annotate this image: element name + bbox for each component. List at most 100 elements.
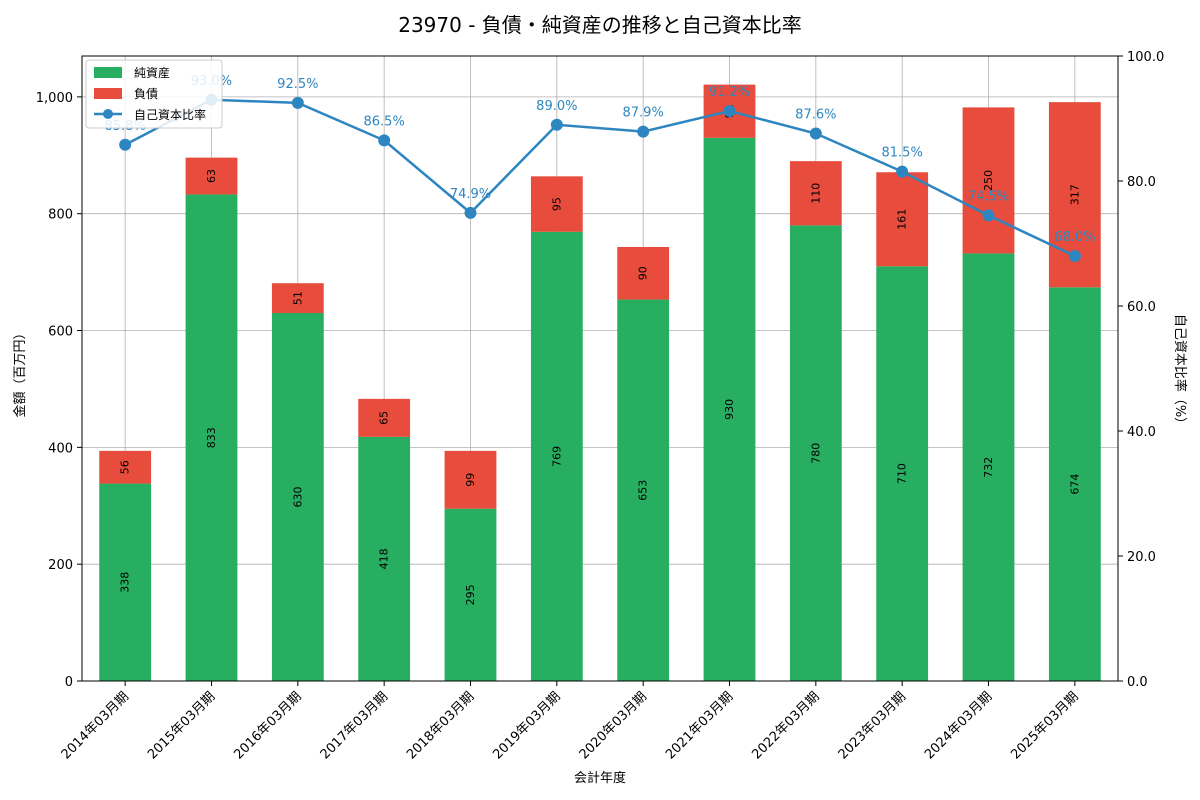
bar-label-liabilities: 110: [809, 183, 822, 204]
ratio-point: [723, 105, 736, 117]
bar-liabilities: [876, 172, 929, 267]
y2-axis-label: 自己資本比率（%）: [1172, 314, 1188, 430]
y-tick-label: 1,000: [36, 91, 73, 106]
ratio-label: 87.9%: [623, 106, 664, 121]
y2-tick-label: 0.0: [1127, 675, 1148, 690]
bar-label-liabilities: 56: [119, 460, 132, 474]
x-tick-label: 2014年03月期: [59, 689, 132, 762]
bar-label-liabilities: 317: [1068, 184, 1081, 205]
bar-label-net-assets: 418: [378, 548, 391, 569]
bar-label-net-assets: 338: [119, 572, 132, 593]
bar-net-assets: [99, 483, 152, 681]
bar-label-net-assets: 769: [550, 446, 563, 467]
ratio-label: 87.6%: [795, 108, 836, 123]
ratio-point: [119, 138, 132, 151]
bar-label-net-assets: 630: [291, 487, 304, 508]
bar-liabilities: [962, 107, 1015, 254]
bar-label-liabilities: 63: [205, 169, 218, 183]
ratio-label: 92.5%: [277, 77, 318, 92]
y2-tick-label: 100.0: [1127, 50, 1164, 65]
bar-label-net-assets: 732: [982, 457, 995, 478]
bar-net-assets: [271, 313, 324, 681]
y2-tick-label: 20.0: [1127, 550, 1156, 565]
legend-label-liabilities: 負債: [134, 86, 158, 101]
bar-label-liabilities: 99: [464, 473, 477, 487]
y-tick-label: 200: [48, 558, 73, 573]
x-tick-label: 2017年03月期: [318, 689, 391, 762]
y-tick-label: 0: [65, 675, 73, 690]
bar-label-net-assets: 710: [896, 463, 909, 484]
legend-swatch-net-assets: [94, 67, 122, 78]
bar-label-liabilities: 250: [982, 170, 995, 191]
bar-label-liabilities: 51: [291, 291, 304, 305]
ratio-label: 68.0%: [1054, 230, 1095, 245]
bar-net-assets: [876, 266, 929, 681]
ratio-point: [291, 96, 304, 109]
y2-tick-label: 60.0: [1127, 300, 1156, 315]
ratio-label: 86.5%: [364, 114, 405, 129]
bar-label-net-assets: 930: [723, 399, 736, 420]
bar-liabilities: [358, 398, 411, 437]
bar-liabilities: [99, 450, 152, 484]
plot-frame: [81, 55, 1119, 682]
legend-label-ratio: 自己資本比率: [134, 107, 206, 122]
x-tick-label: 2018年03月期: [404, 689, 477, 762]
bar-label-liabilities: 90: [637, 266, 650, 280]
bar-label-net-assets: 674: [1068, 474, 1081, 495]
ratio-point: [896, 165, 909, 178]
bar-label-liabilities: 65: [378, 411, 391, 425]
y2-tick-label: 40.0: [1127, 425, 1156, 440]
ratio-label: 74.9%: [450, 187, 491, 202]
bar-liabilities: [530, 176, 583, 232]
ratio-point: [378, 134, 391, 147]
bar-net-assets: [1048, 287, 1101, 681]
bar-label-net-assets: 295: [464, 584, 477, 605]
bar-liabilities: [271, 283, 324, 314]
ratio-point: [1068, 250, 1081, 262]
x-tick-label: 2024年03月期: [922, 689, 995, 762]
x-tick-label: 2019年03月期: [490, 689, 563, 762]
bar-net-assets: [358, 436, 411, 681]
ratio-point: [982, 209, 995, 222]
x-tick-label: 2021年03月期: [663, 689, 736, 762]
ratio-label: 74.5%: [968, 189, 1009, 204]
x-tick-label: 2022年03月期: [749, 689, 822, 762]
bar-net-assets: [617, 299, 670, 681]
x-tick-label: 2020年03月期: [577, 689, 650, 762]
bars: 338 56 833 63 630 51 418 65 295 99 769 95 653 90 930 91…: [99, 84, 1101, 682]
x-tick-label: 2023年03月期: [836, 689, 909, 762]
bar-net-assets: [185, 194, 238, 682]
ratio-point: [550, 118, 563, 131]
bar-net-assets: [530, 231, 583, 682]
bar-label-net-assets: 653: [637, 480, 650, 501]
legend-swatch-liabilities: [94, 88, 122, 99]
x-axis-label: 会計年度: [574, 770, 626, 786]
y-tick-label: 800: [48, 208, 73, 223]
ratio-label: 91.2%: [709, 85, 750, 100]
bar-label-net-assets: 833: [205, 427, 218, 448]
bar-label-liabilities: 95: [550, 197, 563, 211]
bar-liabilities: [444, 450, 497, 509]
bar-net-assets: [962, 253, 1015, 681]
ratio-point: [464, 206, 477, 219]
y-axis-label: 金額（百万円）: [12, 326, 28, 417]
legend-marker-ratio: [103, 109, 113, 119]
x-tick-label: 2015年03月期: [145, 689, 218, 762]
bar-net-assets: [703, 137, 756, 681]
y-tick-label: 400: [48, 441, 73, 456]
legend: 純資産 負債 自己資本比率: [85, 59, 223, 129]
bar-liabilities: [617, 247, 670, 300]
bar-label-liabilities: 161: [896, 209, 909, 230]
ratio-label: 81.5%: [882, 146, 923, 161]
ratio-label: 89.0%: [536, 99, 577, 114]
bar-label-net-assets: 780: [809, 443, 822, 464]
ratio-line-path: [124, 98, 1076, 258]
bar-net-assets: [789, 225, 842, 681]
x-tick-label: 2016年03月期: [231, 689, 304, 762]
legend-label-net-assets: 純資産: [134, 65, 170, 80]
x-tick-label: 2025年03月期: [1008, 689, 1081, 762]
ratio-point: [637, 125, 650, 138]
bar-liabilities: [789, 161, 842, 226]
bar-liabilities: [185, 157, 238, 195]
